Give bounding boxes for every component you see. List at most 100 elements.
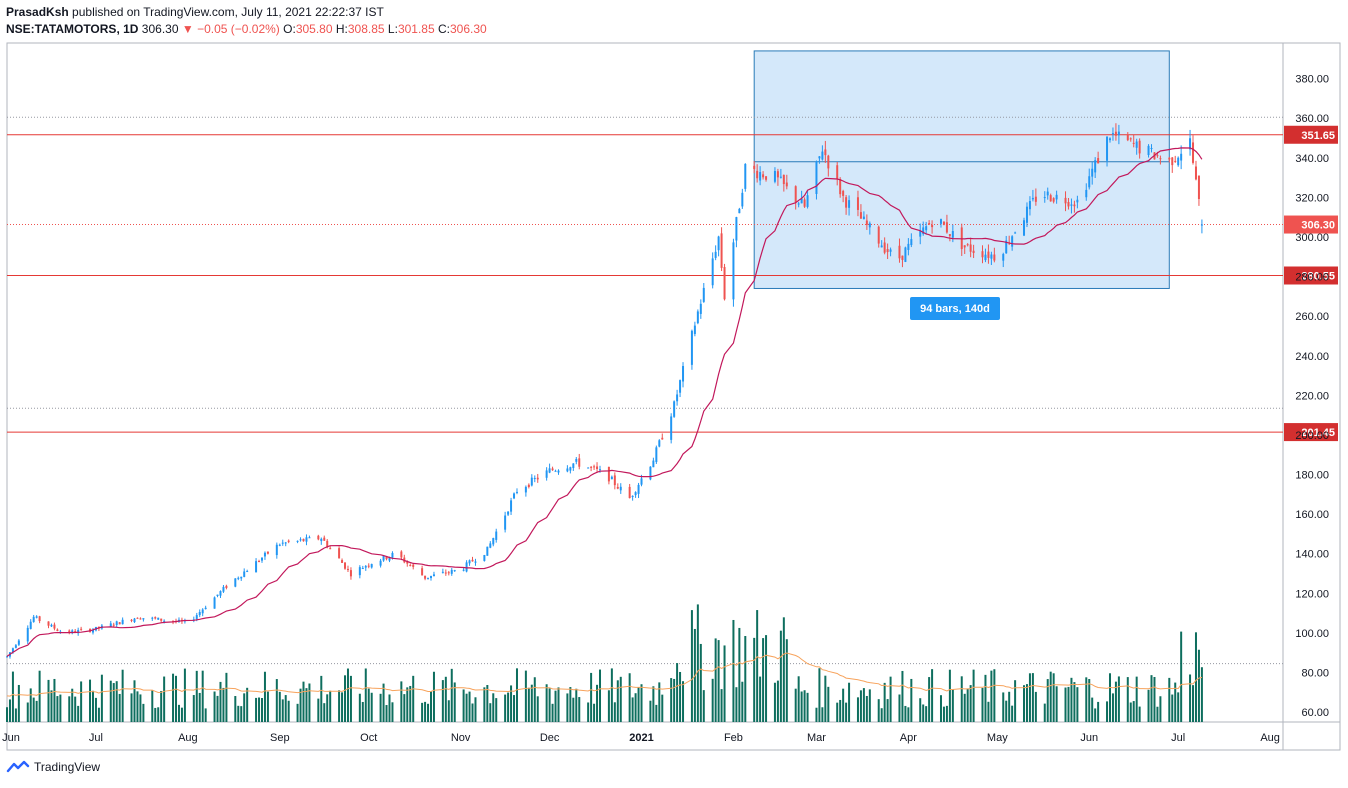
volume-bar (258, 697, 261, 722)
volume-bar (1085, 677, 1088, 722)
volume-bar (121, 669, 124, 722)
volume-bar (904, 705, 907, 722)
candle (649, 466, 652, 481)
candle-body (877, 226, 880, 244)
candle-body (862, 216, 865, 219)
candle (344, 562, 347, 570)
candle (530, 474, 533, 487)
candle-body (545, 470, 548, 478)
footer-brand[interactable]: TradingView (34, 760, 101, 774)
candle (1168, 156, 1171, 163)
volume-bar (1168, 677, 1171, 722)
candle-body (17, 640, 20, 645)
volume-bar (1180, 631, 1183, 722)
volume-bar (987, 701, 990, 722)
candle-body (1197, 175, 1200, 199)
candle-body (637, 484, 640, 494)
candle-body (222, 586, 225, 592)
candle-body (1171, 157, 1174, 166)
candle-body (945, 222, 948, 233)
candle-body (931, 225, 934, 228)
candle (424, 575, 427, 581)
candle-body (338, 548, 341, 559)
candle-body (139, 618, 142, 620)
candle-body (444, 572, 447, 574)
volume-bar (225, 672, 228, 722)
candle-body (673, 401, 676, 417)
volume-bar (278, 691, 281, 722)
candle (658, 439, 661, 448)
candle-body (201, 609, 204, 614)
volume-bar (922, 704, 925, 722)
volume-bar (406, 687, 409, 722)
volume-bar (551, 703, 554, 722)
candle-body (299, 539, 302, 541)
volume-bar (32, 697, 35, 722)
candle-body (575, 458, 578, 462)
volume-bar (919, 698, 922, 722)
candle (776, 168, 779, 186)
volume-bar (180, 707, 183, 722)
volume-bar (1023, 685, 1026, 722)
candle-body (1002, 254, 1005, 261)
candle-body (702, 287, 705, 302)
y-tick-label: 320.00 (1295, 192, 1329, 204)
candle (32, 614, 35, 623)
candle-body (928, 223, 931, 225)
volume-bar (367, 688, 370, 722)
volume-bar (1197, 649, 1200, 722)
candle (670, 413, 673, 444)
candle-body (136, 617, 139, 619)
candle (945, 214, 948, 234)
footer: TradingView (6, 760, 100, 774)
x-tick-label: Nov (451, 732, 471, 744)
volume-bar (26, 702, 29, 722)
x-tick-label: Dec (540, 732, 560, 744)
volume-bar (631, 697, 634, 722)
volume-bar (536, 696, 539, 722)
candle-body (634, 492, 637, 496)
y-tick-label: 240.00 (1295, 351, 1329, 363)
volume-bar (1114, 681, 1117, 722)
candle (1129, 137, 1132, 142)
volume-bar (388, 694, 391, 722)
volume-bar (35, 700, 38, 722)
candle (848, 195, 851, 216)
volume-bar (848, 682, 851, 722)
candle-body (157, 617, 160, 620)
candle (1197, 175, 1200, 206)
volume-bar (827, 686, 830, 722)
author-name[interactable]: PrasadKsh (6, 5, 69, 19)
candle-body (1085, 189, 1088, 198)
candle (17, 639, 20, 647)
candle-body (619, 486, 622, 491)
candle-body (225, 585, 228, 588)
candle-body (216, 594, 219, 596)
candle-body (266, 551, 269, 554)
candle-body (133, 618, 136, 623)
volume-bar (658, 682, 661, 722)
candle-body (172, 620, 175, 622)
candle-body (661, 437, 664, 440)
low-value: 301.85 (397, 22, 435, 36)
candle (462, 567, 465, 572)
candle (744, 163, 747, 192)
candle-body (682, 366, 685, 382)
x-tick-label: Aug (1260, 732, 1280, 744)
candle-body (296, 540, 299, 542)
candle (1073, 200, 1076, 213)
volume-bar (815, 707, 818, 722)
candle-body (987, 251, 990, 258)
candle-body (432, 574, 435, 577)
candle-body (963, 245, 966, 248)
y-tick-label: 200.00 (1295, 430, 1329, 442)
candle (925, 221, 928, 235)
volume-bar (800, 691, 803, 722)
measure-label-box (910, 297, 1000, 320)
candle-body (628, 486, 631, 499)
candle-body (803, 199, 806, 207)
candle-body (765, 176, 768, 180)
volume-bar (842, 688, 845, 722)
candle-body (1159, 158, 1162, 160)
